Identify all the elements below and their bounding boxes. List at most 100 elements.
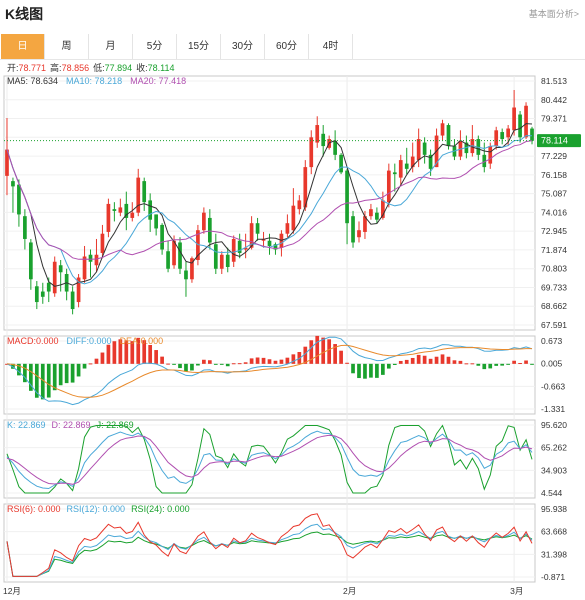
y-tick-label: 74.016: [541, 207, 567, 217]
y-tick-label: 79.371: [541, 114, 567, 124]
macd-bar: [267, 359, 272, 364]
macd-bar: [512, 360, 516, 364]
macd-bar: [148, 344, 153, 364]
y-tick-label: 31.398: [541, 549, 567, 559]
tab-0[interactable]: 日: [1, 34, 45, 59]
candle-body: [428, 154, 433, 169]
macd-bar: [106, 344, 111, 364]
candle-body: [482, 154, 487, 168]
tab-1[interactable]: 周: [45, 34, 89, 59]
tab-7[interactable]: 4时: [309, 34, 353, 59]
y-tick-label: 75.087: [541, 189, 567, 199]
macd-bar: [291, 354, 296, 364]
ma20-line: [6, 140, 533, 260]
macd-bar: [524, 360, 528, 364]
candle-body: [351, 216, 355, 243]
legend-diff: DIFF:0.000: [67, 336, 112, 346]
candle-body: [130, 212, 135, 218]
legend-high: 78.856: [62, 63, 90, 73]
macd-bar: [23, 363, 27, 383]
macd-bar: [315, 335, 320, 364]
macd-bar: [154, 350, 158, 364]
panel-frame: [3, 335, 536, 415]
macd-bar: [279, 359, 284, 364]
macd-bar: [88, 363, 93, 365]
candle-body: [178, 242, 182, 269]
candle-body: [142, 181, 147, 203]
candle-body: [118, 207, 123, 213]
tab-3[interactable]: 5分: [133, 34, 177, 59]
legend-k: K: 22.869: [7, 420, 46, 430]
candle-body: [321, 133, 326, 147]
moving-averages: [4, 123, 535, 287]
candle-body: [17, 184, 21, 215]
y-tick-label: 70.803: [541, 264, 567, 274]
candle-body: [124, 203, 129, 218]
candle-body: [440, 123, 445, 136]
candle-body: [70, 291, 75, 310]
legend-rsi24: RSI(24): 0.000: [131, 504, 190, 514]
macd-bar: [428, 358, 433, 364]
macd-bar: [142, 340, 147, 364]
candle-body: [494, 130, 499, 147]
panel-frame: [3, 503, 536, 583]
macd-bar: [363, 363, 367, 379]
candle-body: [339, 154, 343, 173]
chart-grid: [3, 75, 536, 583]
fundamental-analysis-link[interactable]: 基本面分析>: [528, 9, 579, 19]
macd-bar: [410, 357, 415, 364]
macd-bar: [482, 363, 487, 370]
kdj-panel: [6, 424, 533, 494]
macd-bar: [231, 363, 236, 365]
candle-body: [34, 286, 39, 303]
header: K线图 基本面分析>: [0, 0, 585, 26]
candle-body: [410, 156, 415, 168]
macd-bar: [500, 363, 505, 366]
legend-ma5: MA5: 78.634: [7, 76, 58, 86]
macd-bar: [190, 363, 194, 371]
macd-bar: [273, 360, 278, 364]
macd-bar: [40, 363, 45, 400]
legend-ma20: MA20: 77.418: [130, 76, 186, 86]
candle-body: [237, 240, 242, 253]
tab-5[interactable]: 30分: [221, 34, 265, 59]
rsi6-line: [6, 513, 533, 577]
candle-body: [207, 217, 212, 243]
y-tick-label: 77.229: [541, 151, 567, 161]
candle-body: [202, 212, 206, 231]
panel-frame: [3, 419, 536, 499]
macd-bar: [285, 357, 290, 364]
candle-body: [386, 170, 391, 203]
candle-body: [267, 240, 272, 246]
tab-2[interactable]: 月: [89, 34, 133, 59]
x-tick-label: 2月: [343, 586, 356, 596]
macd-bar: [166, 363, 170, 365]
tab-4[interactable]: 15分: [177, 34, 221, 59]
macd-bar: [422, 355, 427, 364]
candle-body: [154, 214, 158, 229]
candle-body: [106, 203, 111, 232]
candle-body: [285, 223, 290, 234]
y-tick-label: -1.331: [541, 404, 565, 414]
candle-body: [28, 242, 33, 280]
macd-bar: [375, 363, 379, 378]
candle-body: [76, 277, 81, 303]
rsi12-line: [6, 523, 533, 577]
candle-body: [219, 254, 224, 269]
candle-body: [530, 128, 534, 141]
macd-bar: [64, 363, 69, 384]
tab-6[interactable]: 60分: [265, 34, 309, 59]
candle-body: [166, 251, 170, 269]
y-tick-label: 67.591: [541, 320, 567, 330]
macd-bar: [219, 363, 224, 365]
candle-body: [11, 181, 15, 187]
candle-body: [40, 291, 45, 297]
macd-bar: [178, 363, 182, 369]
legend-open: 78.771: [19, 63, 47, 73]
macd-bar: [327, 339, 332, 364]
y-tick-label: 71.874: [541, 245, 567, 255]
candle-body: [446, 125, 451, 147]
macd-bar: [434, 356, 439, 364]
macd-bar: [518, 363, 522, 365]
